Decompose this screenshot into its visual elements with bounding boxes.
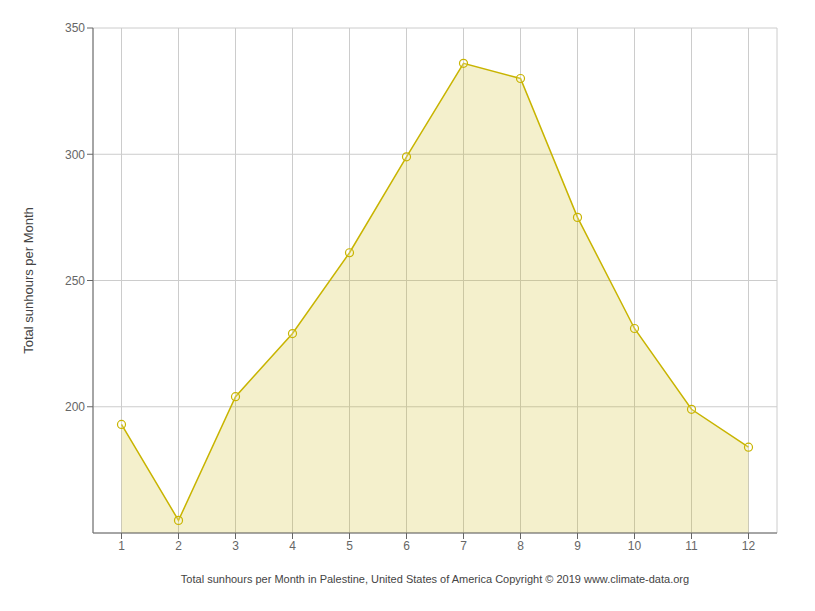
svg-text:12: 12 xyxy=(742,539,756,553)
svg-text:Total sunhours per Month in Pa: Total sunhours per Month in Palestine, U… xyxy=(181,573,689,585)
svg-text:300: 300 xyxy=(65,148,85,162)
svg-text:250: 250 xyxy=(65,274,85,288)
svg-text:200: 200 xyxy=(65,400,85,414)
svg-text:7: 7 xyxy=(460,539,467,553)
svg-text:10: 10 xyxy=(628,539,642,553)
svg-text:6: 6 xyxy=(403,539,410,553)
svg-text:350: 350 xyxy=(65,21,85,35)
svg-text:2: 2 xyxy=(175,539,182,553)
svg-text:8: 8 xyxy=(517,539,524,553)
svg-text:Total sunhours per Month: Total sunhours per Month xyxy=(21,207,36,354)
svg-text:3: 3 xyxy=(232,539,239,553)
svg-text:11: 11 xyxy=(685,539,698,553)
svg-text:1: 1 xyxy=(118,539,125,553)
svg-text:9: 9 xyxy=(574,539,581,553)
svg-text:4: 4 xyxy=(289,539,296,553)
svg-text:5: 5 xyxy=(346,539,353,553)
